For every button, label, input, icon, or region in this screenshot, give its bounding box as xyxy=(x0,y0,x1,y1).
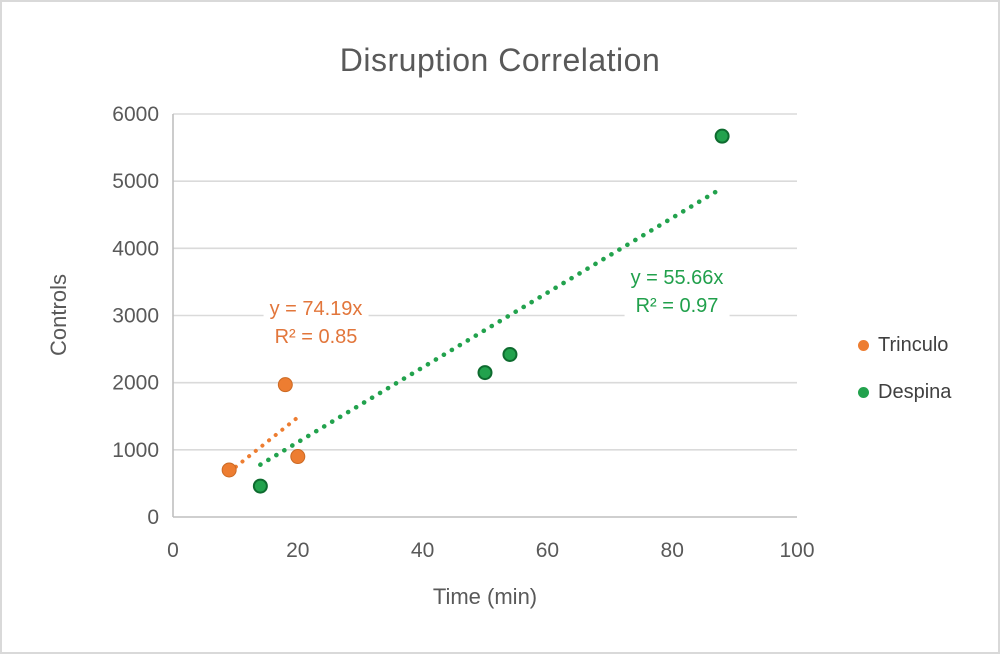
legend: Trinculo Despina xyxy=(858,334,951,404)
y-tick-label: 2000 xyxy=(112,372,159,395)
y-tick-label: 4000 xyxy=(112,237,159,260)
x-tick-label: 100 xyxy=(779,539,814,562)
trendline-trinculo xyxy=(227,415,300,475)
trendline-equation-despina: y = 55.66x xyxy=(630,267,724,289)
trendline-despina xyxy=(258,185,725,467)
data-point-trinculo xyxy=(277,377,293,393)
y-tick-label: 3000 xyxy=(112,305,159,328)
legend-item-trinculo: Trinculo xyxy=(858,334,951,357)
x-tick-label: 20 xyxy=(286,539,309,562)
data-point-despina xyxy=(477,365,493,381)
x-tick-label: 60 xyxy=(536,539,559,562)
data-point-trinculo xyxy=(290,449,306,465)
data-point-trinculo xyxy=(221,462,237,478)
data-point-despina xyxy=(714,128,730,144)
trendline-label-trinculo: y = 74.19x R² = 0.85 xyxy=(263,295,369,351)
legend-marker-trinculo-icon xyxy=(858,340,869,351)
y-axis-title: Controls xyxy=(46,274,71,356)
y-tick-label: 1000 xyxy=(112,439,159,462)
legend-marker-despina-icon xyxy=(858,387,869,398)
chart-title: Disruption Correlation xyxy=(339,42,661,78)
y-tick-label: 6000 xyxy=(112,103,159,126)
legend-label-despina: Despina xyxy=(878,381,952,403)
x-axis-title: Time (min) xyxy=(432,584,538,609)
x-tick-label: 80 xyxy=(661,539,684,562)
trendline-equation-trinculo: y = 74.19x xyxy=(269,298,363,320)
y-tick-label: 5000 xyxy=(112,170,159,193)
x-tick-label: 40 xyxy=(411,539,434,562)
data-point-despina xyxy=(502,346,518,362)
y-tick-label: 0 xyxy=(147,506,159,529)
x-tick-label: 0 xyxy=(167,539,179,562)
trendline-r2-despina: R² = 0.97 xyxy=(635,295,719,317)
data-point-despina xyxy=(252,478,268,494)
legend-item-despina: Despina xyxy=(858,381,951,404)
legend-label-trinculo: Trinculo xyxy=(878,334,949,356)
trendline-r2-trinculo: R² = 0.85 xyxy=(274,326,358,348)
trendline-label-despina: y = 55.66x R² = 0.97 xyxy=(624,264,730,320)
